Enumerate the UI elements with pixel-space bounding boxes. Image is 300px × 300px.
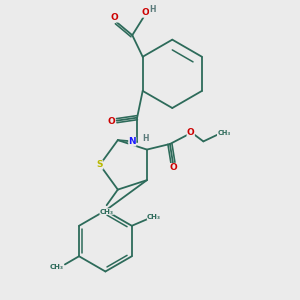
Text: S: S bbox=[97, 160, 103, 169]
Text: CH₃: CH₃ bbox=[100, 208, 114, 214]
Text: O: O bbox=[187, 128, 195, 137]
Text: O: O bbox=[111, 13, 119, 22]
Text: H: H bbox=[142, 134, 148, 143]
Text: CH₃: CH₃ bbox=[50, 264, 64, 270]
Text: O: O bbox=[169, 163, 177, 172]
Text: O: O bbox=[141, 8, 149, 17]
Text: H: H bbox=[149, 5, 156, 14]
Text: O: O bbox=[107, 117, 115, 126]
Text: CH₃: CH₃ bbox=[147, 214, 161, 220]
Text: CH₃: CH₃ bbox=[217, 130, 230, 136]
Text: N: N bbox=[128, 137, 136, 146]
